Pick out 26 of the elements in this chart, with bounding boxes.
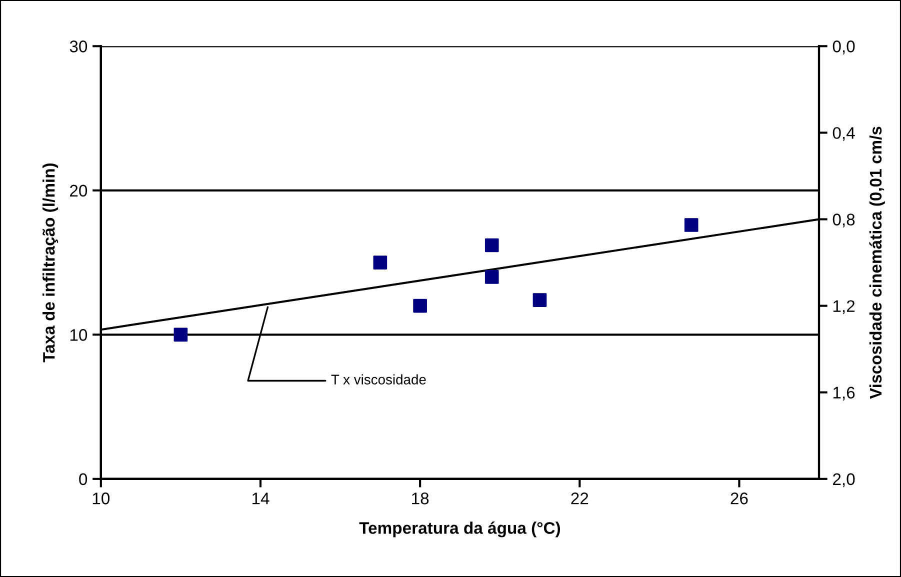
x-axis-title: Temperatura da água (°C): [359, 522, 560, 538]
y2-tick-label: 0,4: [832, 127, 855, 141]
y2-tick-label: 0,8: [832, 214, 855, 228]
point: [373, 256, 388, 270]
y2-tick-label: 0,0: [832, 40, 855, 54]
point: [484, 238, 499, 252]
y-axis-title: Taxa de infiltração (l/min): [42, 163, 58, 362]
annotation: T x viscosidade: [331, 374, 426, 384]
x-tick-label: 22: [571, 492, 588, 504]
x-tick-label: 18: [412, 492, 429, 504]
point: [413, 298, 427, 313]
y2-axis-title: Viscosidade cinemática (0,01 cm/s: [869, 126, 885, 399]
y-tick-label: 20: [70, 184, 88, 197]
y2-tick-label: 1,2: [833, 300, 855, 314]
y-tick-label: 30: [70, 40, 88, 52]
point: [684, 218, 698, 232]
x-tick-label: 26: [730, 492, 748, 504]
x-tick-label: 10: [92, 492, 110, 504]
y2-tick-label: 1,6: [833, 386, 855, 401]
x-tick-label: 14: [252, 492, 270, 504]
point: [532, 293, 547, 307]
point: [484, 270, 499, 284]
y2-tick-label: 2,0: [833, 473, 855, 488]
y-tick-label: 0: [79, 473, 88, 486]
point: [174, 328, 188, 342]
y-tick-label: 10: [70, 329, 88, 341]
